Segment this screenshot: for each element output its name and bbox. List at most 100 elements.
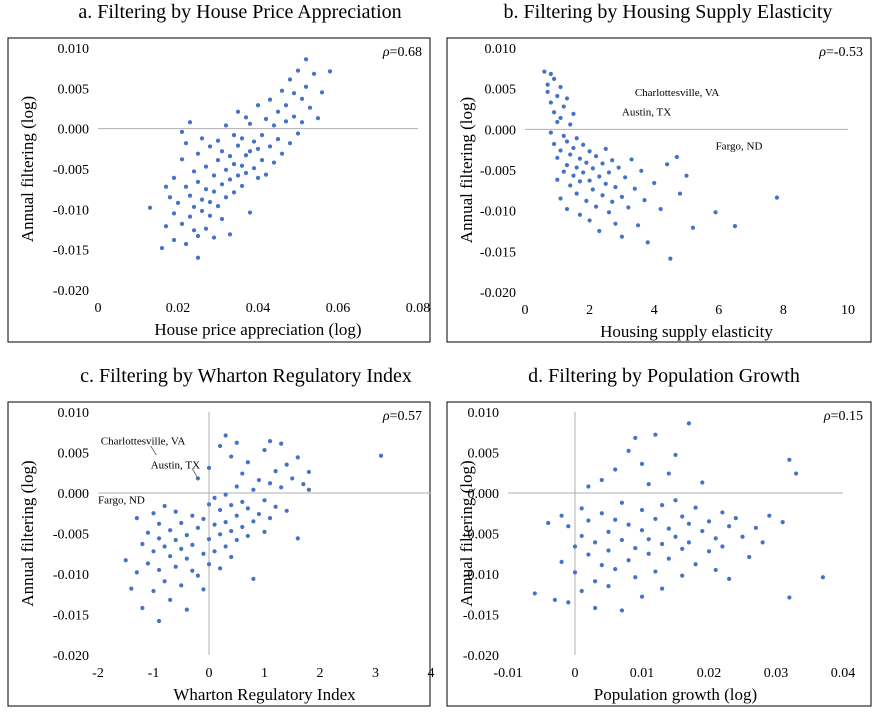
data-point [574,136,579,141]
data-point [212,522,217,527]
data-point [686,540,692,545]
data-point [156,536,162,541]
x-tick-label: 0 [572,666,579,681]
data-point [666,526,671,531]
x-tick-label: 4 [428,666,435,681]
data-point [199,136,205,141]
y-tick-label: -0.010 [53,568,89,583]
data-point [639,594,645,599]
y-axis-label: Annual filtering (log) [457,460,476,606]
x-axis-label: Housing supply elasticity [600,322,773,341]
data-point [668,256,673,261]
data-point [561,133,566,138]
data-point [199,197,205,202]
data-point [235,143,241,148]
data-point [545,89,550,95]
y-axis-label: Annual filtering (log) [18,96,37,242]
data-point [168,554,173,559]
data-point [190,542,195,547]
data-point [603,181,608,186]
data-point [720,510,725,515]
x-tick-label: 6 [715,303,722,318]
data-point [183,141,189,146]
data-point [171,237,177,243]
data-point [211,173,217,178]
data-point [229,454,234,459]
annotation-leader-line [150,445,157,456]
data-point [713,210,718,215]
y-tick-label: -0.005 [463,528,499,543]
data-point [156,618,162,624]
data-point [571,145,576,151]
data-point [740,534,745,539]
x-axis-label: Wharton Regulatory Index [173,685,356,704]
data-point [223,123,229,128]
data-point [686,521,692,526]
data-point [593,605,598,611]
data-point [545,82,550,87]
data-point [713,567,718,573]
data-point [599,562,604,568]
data-point [267,516,273,521]
data-point [581,142,586,147]
data-point [693,505,698,510]
data-point [660,541,665,547]
data-point [173,564,178,569]
data-point [733,516,738,521]
data-point [593,204,599,209]
data-point [613,517,618,522]
data-point [639,507,645,513]
data-point [619,537,625,543]
data-point [686,421,692,426]
data-point [732,224,738,229]
y-tick-label: -0.020 [480,286,516,301]
data-point [690,225,696,230]
data-point [306,487,311,492]
data-point [561,169,566,174]
x-axis-label: House price appreciation (log) [154,320,361,339]
data-point [212,495,217,500]
annotation-leader-line [192,468,199,479]
data-point [273,504,278,509]
data-point [720,544,725,549]
data-point [660,503,665,508]
data-point [558,84,563,90]
data-point [129,586,134,591]
data-point [167,195,173,200]
data-point [219,149,225,154]
data-point [642,197,647,203]
data-point [223,492,228,497]
data-point [551,76,557,82]
y-tick-label: -0.015 [53,609,89,624]
data-point [256,511,262,517]
data-point [234,484,239,489]
data-point [271,123,277,128]
x-tick-label: 0.08 [406,301,431,316]
data-point [231,133,237,138]
data-point [271,160,277,165]
x-tick-label: 0.04 [831,666,856,681]
x-tick-label: 0.02 [697,666,722,681]
city-annotation: Charlottesville, VA [101,435,186,447]
data-point [552,597,558,603]
data-point [229,528,234,534]
data-point [284,508,289,513]
data-point [231,162,237,167]
y-tick-label: -0.020 [463,649,499,664]
data-point [234,440,239,445]
data-point [619,234,625,239]
data-point [263,116,269,122]
x-tick-label: 0 [95,301,102,316]
y-tick-label: 0.000 [468,487,500,502]
data-point [303,84,309,89]
data-point [760,540,765,545]
data-point [600,193,605,198]
data-point [315,116,321,121]
data-point [235,109,241,114]
data-point [201,587,206,592]
data-point [673,452,678,458]
data-point [190,513,195,518]
data-point [206,562,212,567]
data-point [574,191,579,196]
data-point [291,114,297,119]
